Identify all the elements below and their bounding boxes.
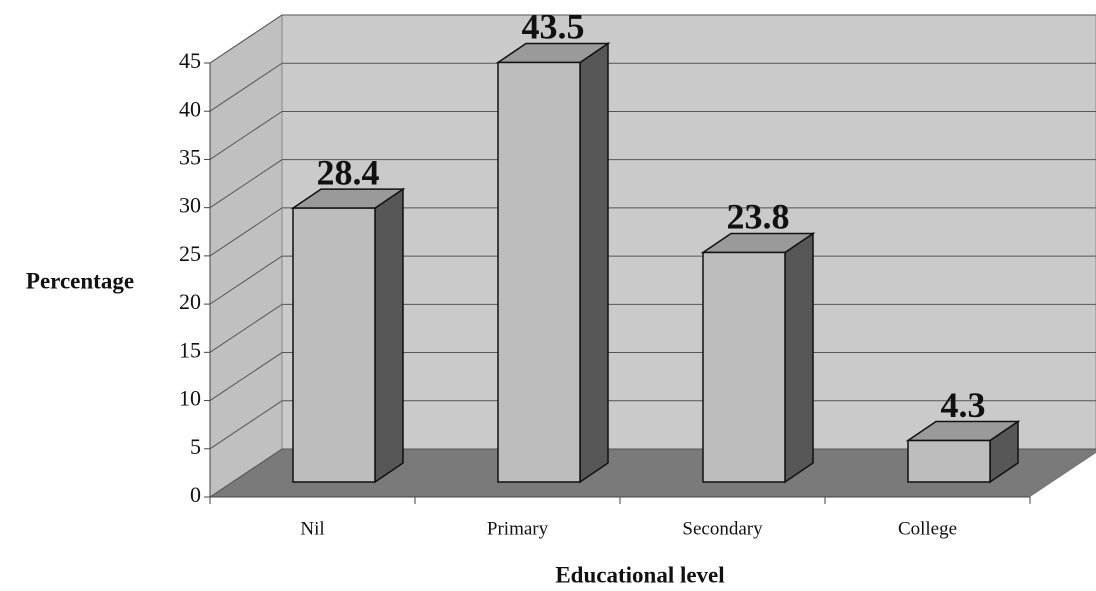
bar — [290, 187, 406, 484]
data-label: 4.3 — [941, 385, 986, 425]
y-axis-label: Percentage — [26, 268, 134, 293]
x-tick-label: Secondary — [682, 518, 763, 539]
grid-line — [209, 14, 1096, 64]
x-tick-label: Nil — [300, 518, 324, 539]
grid-line — [209, 303, 1096, 353]
grid-line — [209, 207, 1096, 257]
y-tick-label: 25 — [179, 241, 201, 266]
y-tick-label: 45 — [179, 48, 201, 73]
y-tick-label: 30 — [179, 193, 201, 218]
grid-line — [209, 159, 1096, 209]
y-tick-label: 10 — [179, 386, 201, 411]
data-label: 28.4 — [317, 152, 380, 192]
grid-line — [209, 255, 1096, 305]
grid-line — [209, 352, 1096, 401]
x-tick-label: Primary — [487, 518, 549, 539]
bar-front — [702, 251, 786, 483]
floor — [210, 449, 1096, 497]
bar-front — [907, 439, 991, 483]
grid-line — [209, 448, 1096, 498]
bar-front — [292, 207, 376, 483]
bar-side — [374, 187, 404, 484]
y-tick-label: 40 — [179, 96, 201, 121]
data-label: 43.5 — [522, 7, 585, 47]
grid-line — [209, 110, 1096, 160]
y-tick-label: 15 — [179, 337, 201, 362]
bar-side — [784, 232, 814, 484]
grid-line — [209, 400, 1096, 450]
bar — [905, 420, 1021, 484]
bar-front — [497, 61, 581, 483]
x-axis-label: Educational level — [555, 562, 724, 587]
bar-side — [579, 42, 609, 484]
y-tick-label: 5 — [190, 434, 201, 459]
y-tick-label: 20 — [179, 289, 201, 314]
bar — [700, 232, 816, 484]
y-tick-label: 0 — [190, 482, 201, 507]
data-label: 23.8 — [727, 197, 790, 237]
x-tick-label: College — [898, 518, 957, 539]
bar — [495, 42, 611, 484]
grid-line — [209, 62, 1096, 112]
y-tick-label: 35 — [179, 144, 201, 169]
